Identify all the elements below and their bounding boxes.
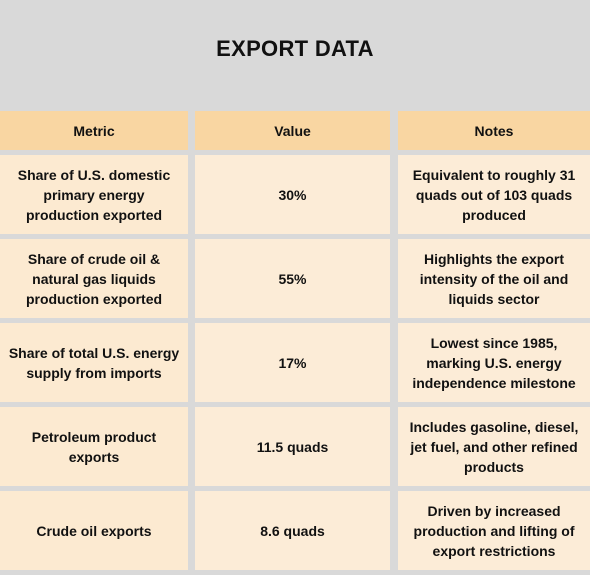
value-cell: 55%: [195, 239, 390, 318]
table-row: Share of total U.S. energy supply from i…: [0, 323, 590, 402]
metric-cell: Petroleum product exports: [0, 407, 188, 486]
notes-cell: Includes gasoline, diesel, jet fuel, and…: [398, 407, 590, 486]
value-cell: 11.5 quads: [195, 407, 390, 486]
table-row: Share of U.S. domestic primary energy pr…: [0, 155, 590, 234]
value-cell: 17%: [195, 323, 390, 402]
metric-cell: Share of total U.S. energy supply from i…: [0, 323, 188, 402]
notes-cell: Lowest since 1985, marking U.S. energy i…: [398, 323, 590, 402]
value-cell: 8.6 quads: [195, 491, 390, 570]
notes-cell: Highlights the export intensity of the o…: [398, 239, 590, 318]
page-title: EXPORT DATA: [216, 36, 374, 61]
table-row: Crude oil exports 8.6 quads Driven by in…: [0, 491, 590, 570]
notes-cell: Driven by increased production and lifti…: [398, 491, 590, 570]
metric-cell: Share of U.S. domestic primary energy pr…: [0, 155, 188, 234]
export-data-table: Metric Value Notes Share of U.S. domesti…: [0, 111, 590, 575]
value-cell: 30%: [195, 155, 390, 234]
table-header-row: Metric Value Notes: [0, 111, 590, 150]
table-row: Share of crude oil & natural gas liquids…: [0, 239, 590, 318]
notes-cell: Equivalent to roughly 31 quads out of 10…: [398, 155, 590, 234]
metric-cell: Share of crude oil & natural gas liquids…: [0, 239, 188, 318]
column-header-notes: Notes: [398, 111, 590, 150]
table-row: Petroleum product exports 11.5 quads Inc…: [0, 407, 590, 486]
column-header-value: Value: [195, 111, 390, 150]
metric-cell: Crude oil exports: [0, 491, 188, 570]
column-header-metric: Metric: [0, 111, 188, 150]
